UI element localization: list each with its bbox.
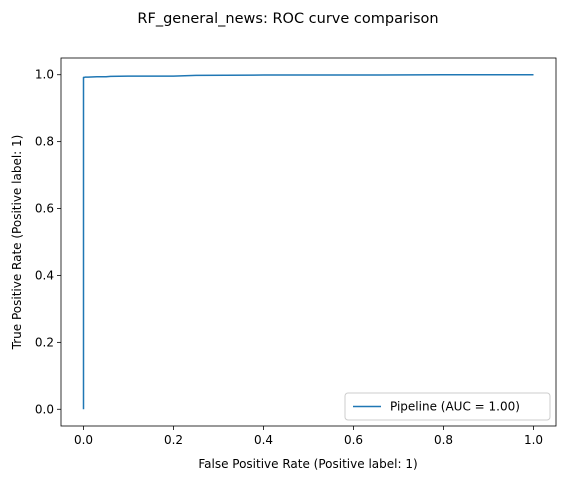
axes-frame: [60, 57, 557, 427]
plot-area: [82, 73, 534, 410]
axis-ticks: 0.0 0.2 0.4 0.6 0.8 1.0 0.0 0.2 0.4 0.6 0.8 1.0: [35, 68, 543, 447]
chart-title: RF_general_news: ROC curve comparison: [137, 11, 438, 27]
x-tick-label: 0.8: [434, 433, 453, 447]
y-tick-label: 0.0: [35, 402, 54, 416]
y-tick-label: 0.6: [35, 202, 54, 216]
y-tick-label: 0.4: [35, 268, 54, 282]
x-tick-label: 0.2: [164, 433, 183, 447]
legend: Pipeline (AUC = 1.00): [344, 392, 551, 421]
x-tick-label: 0.6: [344, 433, 363, 447]
y-tick-label: 0.8: [35, 135, 54, 149]
y-axis-label: True Positive Rate (Positive label: 1): [10, 135, 24, 351]
x-axis-label: False Positive Rate (Positive label: 1): [198, 457, 417, 471]
x-tick-label: 1.0: [524, 433, 543, 447]
roc-curve-series-0: [82, 73, 534, 410]
y-tick-label: 1.0: [35, 68, 54, 82]
y-tick-label: 0.2: [35, 335, 54, 349]
x-tick-label: 0.4: [254, 433, 273, 447]
legend-box: [344, 392, 551, 421]
legend-label-pipeline: Pipeline (AUC = 1.00): [390, 400, 520, 414]
x-tick-label: 0.0: [74, 433, 93, 447]
